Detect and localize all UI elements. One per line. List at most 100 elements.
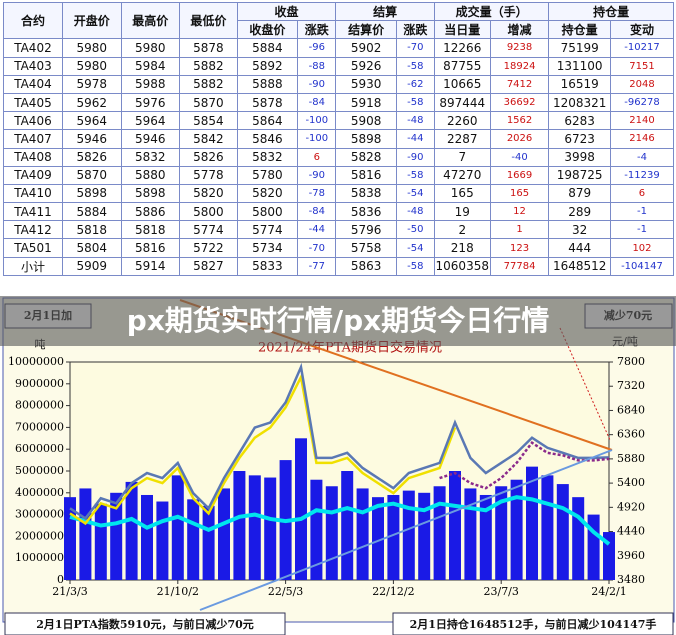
cell: 5886: [120, 202, 181, 222]
trend-line: [559, 327, 611, 441]
cell: TA410: [3, 183, 63, 204]
y2-tick-label: 4440: [617, 525, 645, 538]
cell: -84: [297, 92, 337, 113]
cell: 6: [609, 183, 675, 204]
cell: 19: [433, 202, 491, 222]
cell: 5918: [335, 92, 397, 113]
cell: 5882: [179, 74, 238, 94]
cell: 7151: [609, 56, 675, 76]
cell: 165: [489, 183, 550, 204]
cell: 36692: [489, 92, 550, 113]
cell: 5827: [179, 256, 238, 276]
y-tick-label: 8000000: [15, 399, 64, 412]
cell: 5800: [179, 202, 238, 222]
bar: [541, 475, 554, 580]
bar: [356, 488, 369, 580]
cell: 1060358: [433, 256, 491, 276]
cell: 5838: [335, 183, 397, 204]
cell: -58: [395, 165, 435, 185]
bar: [187, 499, 200, 580]
cell: -88: [297, 56, 337, 76]
y-tick-label: 7000000: [15, 420, 64, 433]
cell: 5722: [179, 238, 238, 258]
cell: -1: [609, 202, 675, 222]
cell: -90: [297, 74, 337, 94]
cell: 131100: [548, 56, 611, 76]
cell: 5898: [335, 129, 397, 149]
cell: 5882: [179, 56, 238, 76]
bar: [495, 486, 508, 580]
bar: [572, 497, 585, 580]
bar: [94, 503, 107, 580]
cell: 123: [489, 238, 550, 258]
cell: -77: [297, 256, 337, 276]
header-cell: 持仓量: [548, 1, 674, 22]
cell: 5880: [120, 165, 181, 185]
cell: 289: [548, 202, 611, 222]
cell: TA406: [3, 111, 63, 131]
cell: -100: [297, 129, 337, 149]
header-cell: 增减: [489, 20, 550, 40]
cell: 47270: [433, 165, 491, 185]
cell: -4: [609, 147, 675, 167]
bar: [202, 505, 215, 580]
cell: TA411: [3, 202, 63, 222]
cell: 5946: [61, 129, 122, 149]
cell: 5962: [61, 92, 122, 113]
bar: [125, 481, 138, 580]
cell: 5820: [236, 183, 299, 204]
cell: 1648512: [548, 256, 611, 276]
cell: 5908: [335, 111, 397, 131]
cell: 5816: [120, 238, 181, 258]
cell: 5854: [179, 111, 238, 131]
cell: 5898: [120, 183, 181, 204]
line: [69, 373, 457, 526]
cell: 小计: [3, 256, 63, 276]
y2-tick-label: 5400: [617, 476, 645, 489]
header-cell: 收盘价: [236, 20, 299, 40]
cell: 6723: [548, 129, 611, 149]
cell: 2048: [609, 74, 675, 94]
cell: 7: [433, 147, 491, 167]
cell: 879: [548, 183, 611, 204]
bar: [79, 488, 92, 580]
cell: 5820: [179, 183, 238, 204]
cell: 32: [548, 220, 611, 240]
cell: 1669: [489, 165, 550, 185]
cell: TA402: [3, 38, 63, 58]
cell: -58: [395, 256, 435, 276]
cell: 5884: [61, 202, 122, 222]
cell: -104147: [609, 256, 675, 276]
bar: [402, 490, 415, 580]
header-cell: 变动: [609, 20, 675, 40]
bar: [171, 475, 184, 580]
cell: -58: [395, 92, 435, 113]
cell: -48: [395, 202, 435, 222]
line: [69, 362, 610, 521]
y-tick-label: 4000000: [15, 486, 64, 499]
bar: [341, 471, 354, 580]
cell: 5892: [236, 56, 299, 76]
cell: 87755: [433, 56, 491, 76]
cell: 5818: [61, 220, 122, 240]
y-tick-label: 3000000: [15, 508, 64, 521]
y2-tick-label: 7320: [617, 379, 645, 392]
cell: -44: [395, 129, 435, 149]
cell: 16519: [548, 74, 611, 94]
bar: [449, 471, 461, 580]
cell: 5796: [335, 220, 397, 240]
cell: TA405: [3, 92, 63, 113]
cell: -62: [395, 74, 435, 94]
cell: 6283: [548, 111, 611, 131]
cell: 5864: [236, 111, 299, 131]
cell: -96: [297, 38, 337, 58]
cell: 5976: [120, 92, 181, 113]
cell: 5884: [236, 38, 299, 58]
header-cell: 当日量: [433, 20, 491, 40]
cell: TA408: [3, 147, 63, 167]
note-box: [4, 612, 286, 635]
cell: 5846: [236, 129, 299, 149]
cell: 75199: [548, 38, 611, 58]
header-cell: 收盘: [236, 1, 337, 22]
